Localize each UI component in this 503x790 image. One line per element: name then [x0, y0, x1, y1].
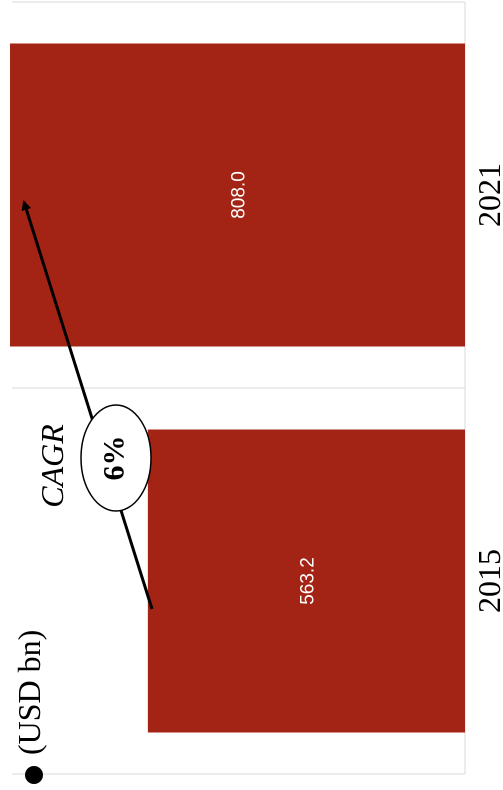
legend-bullet	[25, 766, 43, 784]
category-label-2021: 2021	[471, 163, 503, 227]
cagr-bubble	[80, 404, 152, 512]
unit-label: (USD bn)	[11, 630, 47, 755]
data-label-2021: 808.0	[229, 171, 250, 219]
cagr-value: 6%	[98, 436, 131, 481]
cagr-title: CAGR	[34, 424, 70, 508]
category-label-2015: 2015	[471, 549, 503, 613]
cagr-arrow	[21, 200, 154, 610]
bar-2021	[10, 43, 466, 347]
data-label-2015: 563.2	[297, 557, 318, 605]
bar-2015	[147, 429, 466, 733]
